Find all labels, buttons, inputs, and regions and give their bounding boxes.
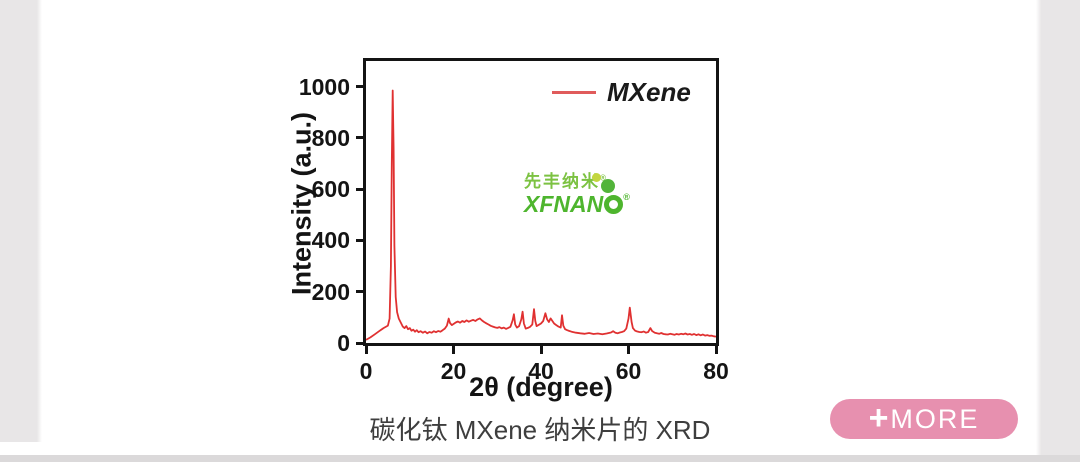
y-tick-label: 1000 — [298, 73, 350, 100]
logo-dot-icon — [601, 179, 615, 193]
x-tick-label: 0 — [359, 358, 373, 384]
right-gutter — [1036, 0, 1080, 456]
x-tick-label: 20 — [440, 358, 467, 384]
left-gutter — [0, 0, 42, 442]
y-tick-label: 200 — [311, 278, 350, 305]
logo-latin-text: XFNAN ® — [524, 191, 630, 217]
x-tick-label: 40 — [528, 358, 554, 384]
x-tick-mark — [627, 346, 630, 354]
y-tick-mark — [356, 85, 363, 89]
x-tick-mark — [364, 346, 368, 354]
y-tick-mark — [356, 238, 363, 242]
chart-legend: MXene — [552, 77, 691, 108]
y-tick-mark — [356, 187, 363, 191]
bottom-divider — [0, 455, 1080, 462]
y-tick-mark — [356, 290, 363, 294]
y-tick-mark — [356, 341, 363, 345]
registered-mark: ® — [600, 173, 608, 183]
x-tick-mark — [452, 346, 455, 354]
figure-caption: 碳化钛 MXene 纳米片的 XRD — [369, 415, 711, 445]
plus-icon: + — [868, 398, 889, 437]
y-tick-label: 400 — [311, 227, 350, 254]
xrd-trace-line — [366, 89, 716, 341]
registered-mark: ® — [623, 192, 630, 202]
y-tick-mark — [356, 136, 363, 140]
logo-dot-icon — [592, 173, 601, 182]
y-tick-label: 800 — [311, 124, 350, 151]
legend-line-swatch — [552, 91, 596, 94]
y-tick-label: 0 — [337, 330, 350, 356]
x-axis-title: 2θ (degree) — [469, 372, 613, 402]
more-button[interactable]: + MORE — [830, 399, 1018, 439]
x-tick-label: 80 — [703, 358, 729, 384]
logo-chinese-text: 先丰纳米® — [524, 172, 608, 191]
x-tick-mark — [539, 346, 543, 354]
y-tick-label: 600 — [311, 176, 350, 203]
logo-o-ring-icon — [604, 195, 624, 214]
xfnano-watermark: 先丰纳米® XFNAN ® — [524, 173, 654, 216]
plot-area: 0 200 400 600 800 1000 0 20 40 60 80 MXene 先丰纳米® … — [299, 58, 729, 384]
x-tick-label: 60 — [615, 358, 642, 384]
x-tick-mark — [714, 346, 718, 354]
legend-label: MXene — [607, 77, 691, 107]
more-button-label: MORE — [890, 403, 980, 434]
